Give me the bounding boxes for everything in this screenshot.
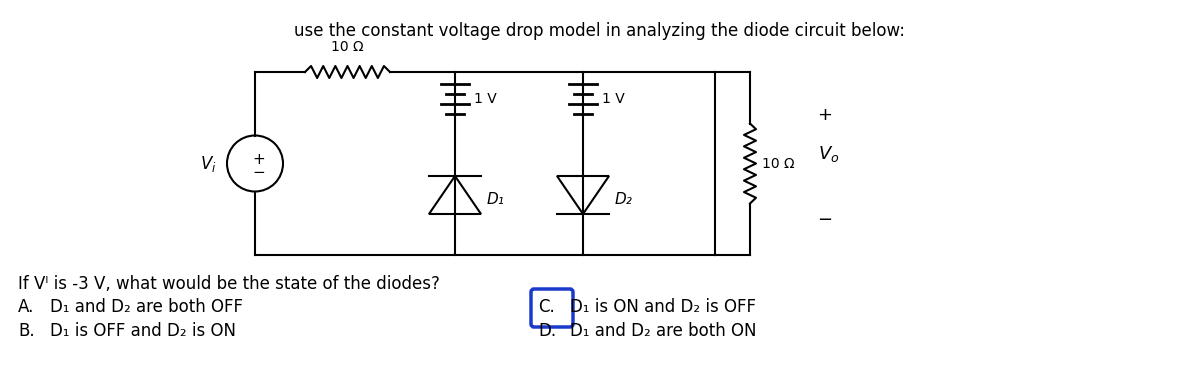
Text: D₁ is OFF and D₂ is ON: D₁ is OFF and D₂ is ON <box>50 322 236 340</box>
Text: D₁ and D₂ are both ON: D₁ and D₂ are both ON <box>570 322 756 340</box>
Text: $V_o$: $V_o$ <box>818 143 840 164</box>
Text: 10 Ω: 10 Ω <box>331 40 364 54</box>
Text: D.: D. <box>538 322 556 340</box>
Text: B.: B. <box>18 322 35 340</box>
Text: D₁ and D₂ are both OFF: D₁ and D₂ are both OFF <box>50 298 242 316</box>
Text: If Vᴵ is -3 V, what would be the state of the diodes?: If Vᴵ is -3 V, what would be the state o… <box>18 275 440 293</box>
Text: use the constant voltage drop model in analyzing the diode circuit below:: use the constant voltage drop model in a… <box>294 22 906 40</box>
Text: 1 V: 1 V <box>474 92 497 106</box>
Text: C.: C. <box>538 298 554 316</box>
Text: +: + <box>817 107 833 124</box>
Text: −: − <box>817 210 833 228</box>
Text: D₂: D₂ <box>616 191 632 206</box>
Text: 1 V: 1 V <box>602 92 625 106</box>
Text: +: + <box>253 152 265 167</box>
Text: 10 Ω: 10 Ω <box>762 157 794 171</box>
Text: $V_i$: $V_i$ <box>200 153 217 173</box>
Text: D₁ is ON and D₂ is OFF: D₁ is ON and D₂ is OFF <box>570 298 756 316</box>
Text: D₁: D₁ <box>487 191 505 206</box>
Text: A.: A. <box>18 298 35 316</box>
Text: −: − <box>253 165 265 180</box>
